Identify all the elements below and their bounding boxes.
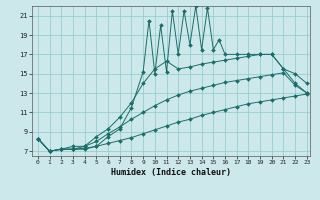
X-axis label: Humidex (Indice chaleur): Humidex (Indice chaleur) (111, 168, 231, 177)
